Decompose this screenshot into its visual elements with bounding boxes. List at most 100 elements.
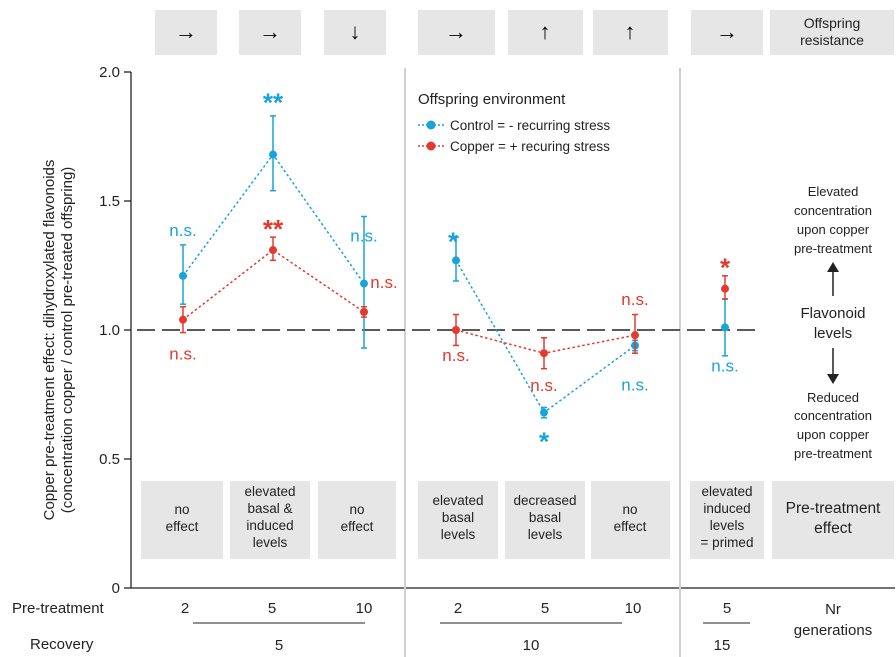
effect-box-text: no bbox=[622, 502, 637, 517]
series-layer: n.s.**n.s. **n.s.n.s.n.s.**n.s.n.s.n.s.n.… bbox=[169, 88, 738, 457]
arrow-row: → → ↓ → ↑ ↑ → Offspring resistance bbox=[155, 10, 894, 55]
effect-label-box bbox=[772, 481, 894, 559]
effect-box-text: no bbox=[174, 502, 189, 517]
control-significance-label: ** bbox=[263, 88, 284, 118]
control-significance-label: * bbox=[539, 427, 550, 457]
note-elevated-2: concentration bbox=[794, 203, 872, 218]
effect-label-line2: effect bbox=[814, 520, 852, 537]
legend-copper-label: Copper = + recuring stress bbox=[450, 139, 610, 154]
effect-box bbox=[690, 481, 764, 559]
control-significance-label: n.s. bbox=[621, 375, 648, 394]
side-notes: Elevated concentration upon copper pre-t… bbox=[794, 184, 872, 461]
y-axis-label-line1: Copper pre-treatment effect: dihydroxyla… bbox=[41, 160, 58, 521]
arrow-label-line2: resistance bbox=[800, 32, 864, 48]
control-data-point bbox=[540, 408, 548, 417]
pretreatment-label: Pre-treatment bbox=[12, 600, 105, 617]
arrow-box bbox=[508, 10, 583, 55]
copper-data-point bbox=[631, 331, 639, 340]
effect-box bbox=[318, 481, 396, 559]
y-tick-label: 1.5 bbox=[99, 193, 120, 210]
effect-box-text: basal & bbox=[247, 501, 292, 516]
pretreatment-value: 2 bbox=[454, 600, 462, 617]
y-tick-label: 0.5 bbox=[99, 451, 120, 468]
up-arrow-icon bbox=[827, 262, 839, 272]
arrow-right-icon: → bbox=[716, 19, 738, 44]
down-arrow-icon bbox=[827, 374, 839, 384]
copper-data-point bbox=[452, 326, 460, 334]
copper-significance-label: n.s. bbox=[442, 346, 469, 365]
arrow-up-icon: ↑ bbox=[540, 19, 551, 44]
y-tick-label: 1.0 bbox=[99, 322, 120, 339]
y-axis-label: Copper pre-treatment effect: dihydroxyla… bbox=[41, 160, 76, 521]
legend-copper-marker bbox=[426, 141, 436, 151]
copper-data-point bbox=[269, 246, 277, 255]
effect-box bbox=[591, 481, 670, 559]
control-data-point bbox=[360, 279, 368, 288]
control-significance-label: n.s. bbox=[350, 227, 377, 246]
copper-data-point bbox=[721, 284, 729, 293]
recovery-value: 10 bbox=[523, 637, 540, 654]
effect-box-text: decreased bbox=[513, 493, 576, 508]
y-tick-label: 0 bbox=[112, 580, 120, 597]
bottom-labels: Pre-treatment Recovery 2 5 10 2 5 10 5 5… bbox=[12, 600, 872, 654]
pretreatment-value: 10 bbox=[625, 600, 642, 617]
effect-box-text: effect bbox=[341, 519, 374, 534]
copper-significance-label: ** bbox=[263, 214, 284, 244]
note-reduced-1: Reduced bbox=[807, 390, 859, 405]
arrow-box bbox=[418, 10, 495, 55]
recovery-label: Recovery bbox=[30, 636, 94, 653]
effect-box-text: induced bbox=[703, 501, 750, 516]
effect-box bbox=[418, 481, 498, 559]
effect-box-text: levels bbox=[528, 527, 563, 542]
recovery-value: 15 bbox=[714, 637, 731, 654]
legend-title: Offspring environment bbox=[418, 91, 566, 108]
effect-box-text: no bbox=[349, 502, 364, 517]
note-reduced-2: concentration bbox=[794, 408, 872, 423]
legend-control-label: Control = - recurring stress bbox=[450, 118, 610, 133]
effect-box-text: elevated bbox=[432, 493, 483, 508]
arrow-down-icon: ↓ bbox=[350, 19, 361, 44]
effect-box-text: = primed bbox=[701, 535, 754, 550]
control-significance-label: n.s. bbox=[711, 356, 738, 375]
note-elevated-1: Elevated bbox=[808, 184, 859, 199]
generations-label-2: generations bbox=[794, 622, 872, 639]
arrow-box bbox=[691, 10, 763, 55]
control-data-point bbox=[179, 271, 187, 280]
control-significance-label: * bbox=[448, 226, 459, 256]
note-reduced-4: pre-treatment bbox=[794, 446, 872, 461]
arrow-box bbox=[593, 10, 668, 55]
effect-box bbox=[505, 481, 585, 559]
note-flavonoid-2: levels bbox=[814, 325, 852, 342]
pretreatment-value: 10 bbox=[356, 600, 373, 617]
arrow-label-line1: Offspring bbox=[804, 15, 861, 31]
effect-box-text: basal bbox=[529, 510, 561, 525]
pretreatment-value: 5 bbox=[268, 600, 276, 617]
effect-box bbox=[141, 481, 223, 559]
copper-significance-label: n.s. bbox=[370, 273, 397, 292]
effect-label-line1: Pre-treatment bbox=[786, 500, 881, 517]
recovery-value: 5 bbox=[275, 637, 283, 654]
control-data-point bbox=[721, 323, 729, 332]
copper-significance-label: n.s. bbox=[169, 345, 196, 364]
legend-control-marker bbox=[426, 120, 436, 130]
effect-box-text: levels bbox=[253, 535, 288, 550]
effect-box-text: elevated bbox=[701, 484, 752, 499]
effect-box-text: effect bbox=[166, 519, 199, 534]
copper-significance-label: n.s. bbox=[621, 290, 648, 309]
effect-box-text: induced bbox=[246, 518, 293, 533]
control-data-point bbox=[269, 150, 277, 159]
control-data-point bbox=[452, 256, 460, 265]
generations-label-1: Nr bbox=[825, 601, 841, 618]
arrow-right-icon: → bbox=[445, 19, 467, 44]
note-reduced-3: upon copper bbox=[797, 427, 870, 442]
note-elevated-4: pre-treatment bbox=[794, 241, 872, 256]
effect-box-text: levels bbox=[710, 518, 745, 533]
pretreatment-value: 2 bbox=[181, 600, 189, 617]
copper-data-point bbox=[540, 349, 548, 358]
copper-significance-label: * bbox=[720, 253, 731, 283]
copper-data-point bbox=[179, 315, 187, 324]
y-tick-label: 2.0 bbox=[99, 64, 120, 81]
arrow-up-icon: ↑ bbox=[625, 19, 636, 44]
arrow-right-icon: → bbox=[259, 19, 281, 44]
effect-box-text: levels bbox=[441, 527, 476, 542]
